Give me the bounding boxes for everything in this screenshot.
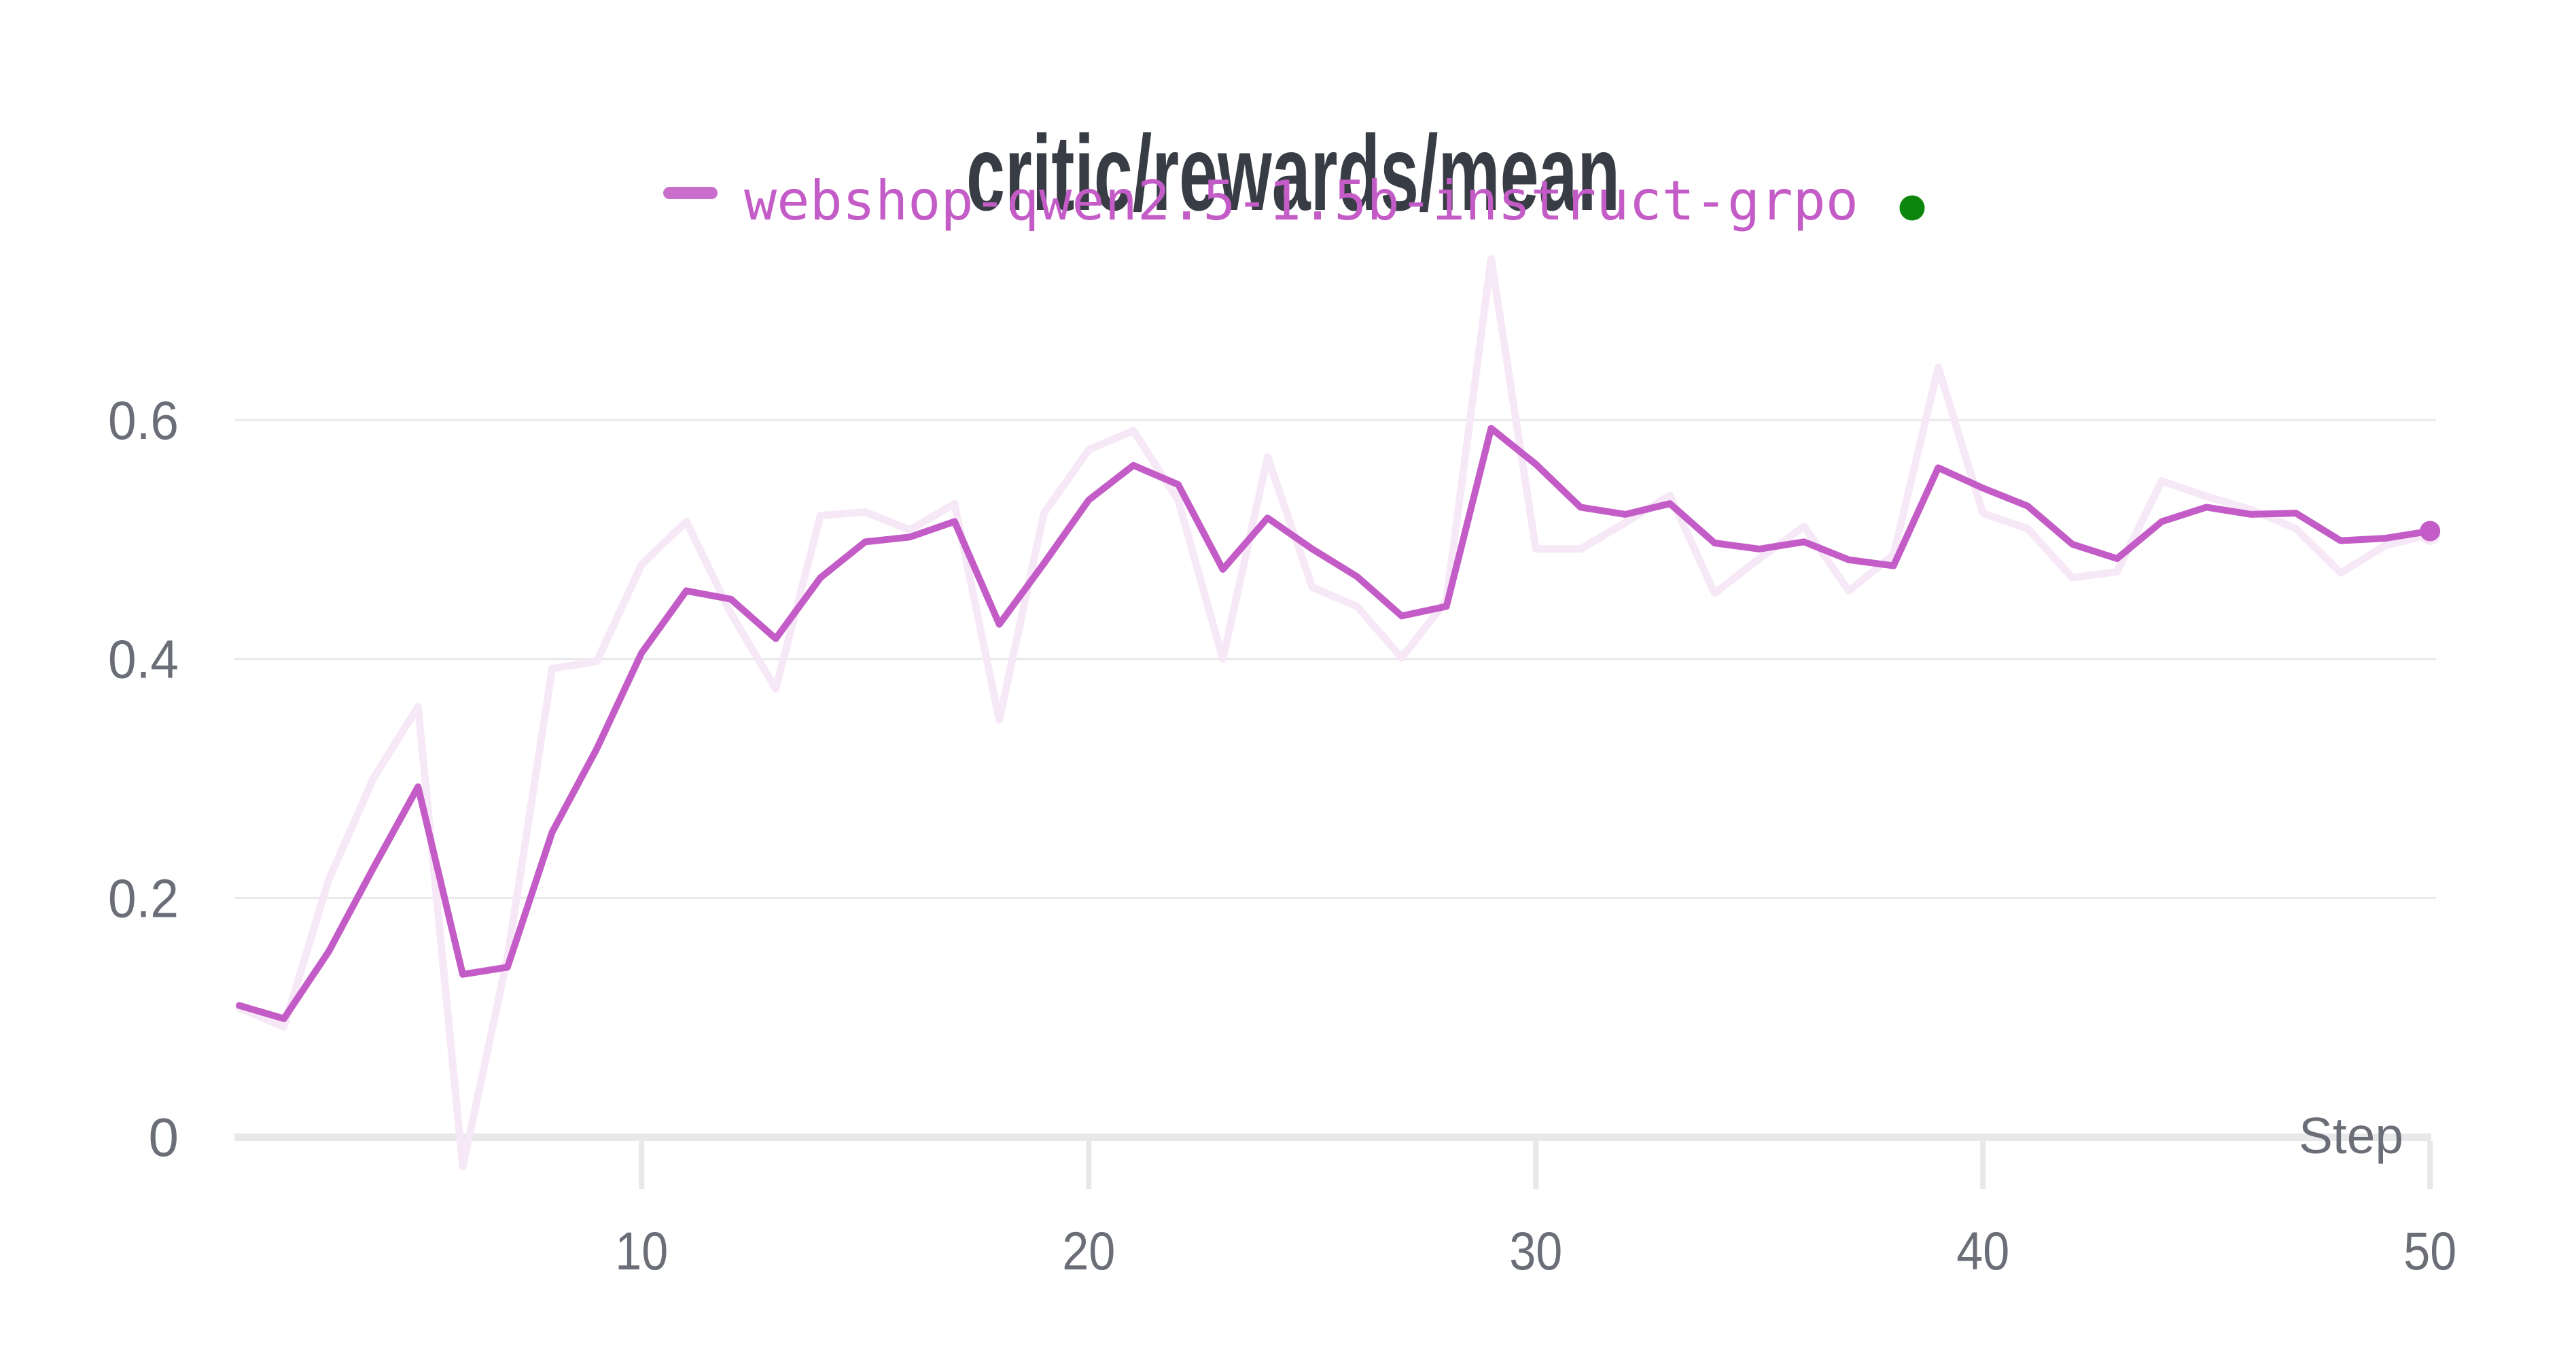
y-axis-tick-label: 0 <box>149 1107 179 1167</box>
y-axis-tick-label: 0.6 <box>108 390 179 451</box>
x-axis-title: Step <box>2299 1107 2403 1164</box>
series-endpoint-marker <box>2420 521 2441 542</box>
x-axis-baseline <box>234 1134 2431 1141</box>
run-status-dot-icon <box>1899 195 1925 221</box>
x-axis-tick-label: 50 <box>2403 1220 2456 1281</box>
chart-title: critic/rewards/mean <box>966 113 1620 233</box>
raw-series-line <box>235 255 2434 1171</box>
smoothed-series-line <box>236 425 2434 1022</box>
y-axis-tick-label: 0.2 <box>108 868 179 928</box>
x-axis-tick-label: 40 <box>1956 1220 2009 1281</box>
legend-line-swatch <box>663 187 718 199</box>
legend-series-label[interactable]: webshop-qwen2.5-1.5b-instruct-grpo <box>744 169 1858 232</box>
x-axis-tick-label: 10 <box>615 1220 668 1281</box>
x-axis-tick-label: 20 <box>1062 1220 1115 1281</box>
legend: webshop-qwen2.5-1.5b-instruct-grpo <box>663 169 1925 232</box>
y-axis-tick-label: 0.4 <box>108 629 179 690</box>
x-axis-tick-label: 30 <box>1509 1220 1562 1281</box>
